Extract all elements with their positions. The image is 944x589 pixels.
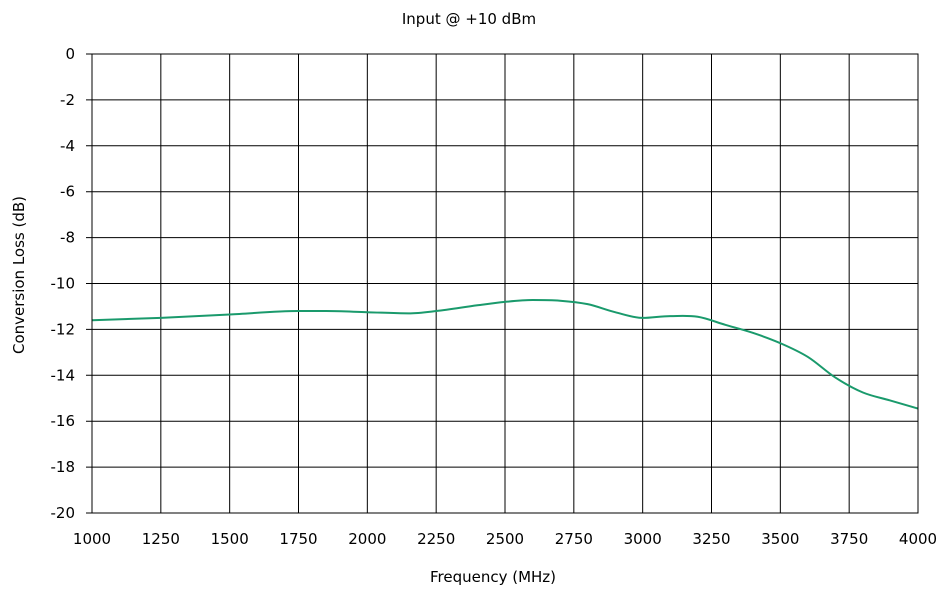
x-tick-labels: 1000 1250 1500 1750 2000 2250 2500 2750 3000 3250…	[73, 530, 937, 548]
x-tick-label: 2000	[348, 530, 386, 548]
x-tick-label: 2250	[417, 530, 455, 548]
y-tick-label: -4	[60, 137, 75, 155]
x-tick-label: 1750	[279, 530, 317, 548]
grid	[86, 53, 919, 514]
x-tick-label: 3000	[624, 530, 662, 548]
x-tick-label: 2750	[555, 530, 593, 548]
y-tick-label: -10	[51, 275, 76, 293]
series-line	[91, 299, 919, 410]
x-tick-label: 3750	[830, 530, 868, 548]
y-tick-label: -6	[60, 183, 75, 201]
y-tick-label: -18	[51, 458, 76, 476]
y-axis-title: Conversion Loss (dB)	[10, 196, 28, 354]
y-tick-label: -2	[60, 91, 75, 109]
x-tick-label: 2500	[486, 530, 524, 548]
series-group	[91, 299, 919, 410]
x-tick-label: 1500	[211, 530, 249, 548]
y-tick-label: -8	[60, 229, 75, 247]
x-axis-title: Frequency (MHz)	[430, 568, 556, 586]
y-tick-label: -20	[51, 504, 76, 522]
y-tick-labels: 0 -2 -4 -6 -8 -10 -12 -14 -16 -18 -20	[51, 45, 76, 522]
chart-title: Input @ +10 dBm	[402, 10, 536, 28]
x-tick-label: 3250	[692, 530, 730, 548]
y-tick-label: -16	[51, 412, 76, 430]
x-tick-label: 3500	[761, 530, 799, 548]
y-tick-label: 0	[65, 45, 75, 63]
x-tick-label: 1250	[142, 530, 180, 548]
plot-frame	[91, 53, 919, 514]
y-tick-label: -14	[51, 366, 76, 384]
x-tick-label: 4000	[899, 530, 937, 548]
y-tick-label: -12	[51, 320, 76, 338]
x-tick-label: 1000	[73, 530, 111, 548]
